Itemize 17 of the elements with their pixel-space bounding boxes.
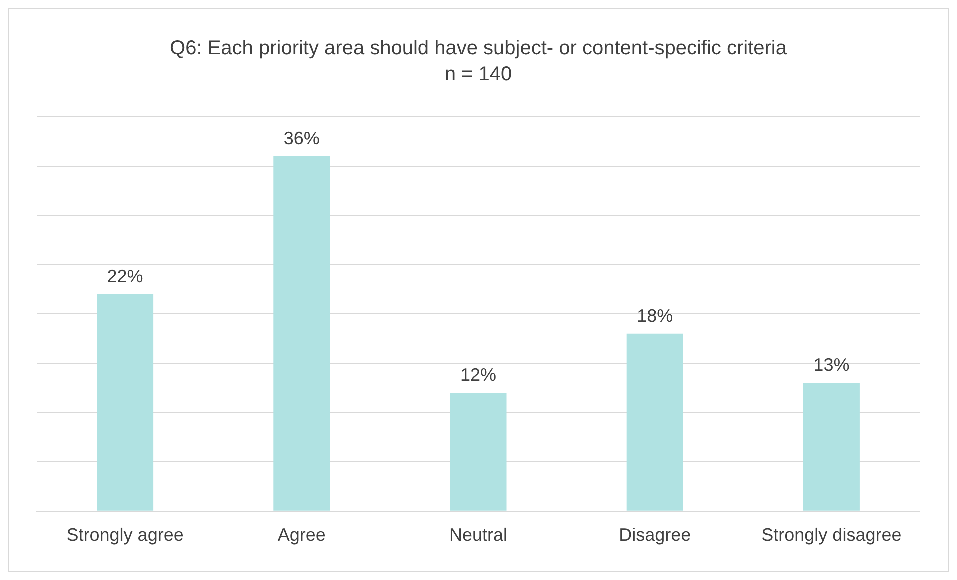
x-tick-label: Strongly agree [66,525,184,546]
x-tick-label: Strongly disagree [762,525,902,546]
data-label: 12% [460,365,497,386]
data-label: 13% [814,355,850,376]
x-tick-label: Disagree [619,525,692,546]
data-label: 18% [637,306,674,326]
x-tick-label: Agree [278,525,326,546]
bar [803,383,860,511]
bar [626,334,684,511]
data-label: 36% [284,128,320,148]
x-tick-label: Neutral [449,525,508,546]
bar [274,156,330,511]
bar [97,294,154,511]
chart-subtitle: n = 140 [444,64,512,86]
data-label: 22% [107,266,144,286]
chart-title: Q6: Each priority area should have subject- or content-specific criteria [170,38,788,60]
bar [450,393,507,511]
